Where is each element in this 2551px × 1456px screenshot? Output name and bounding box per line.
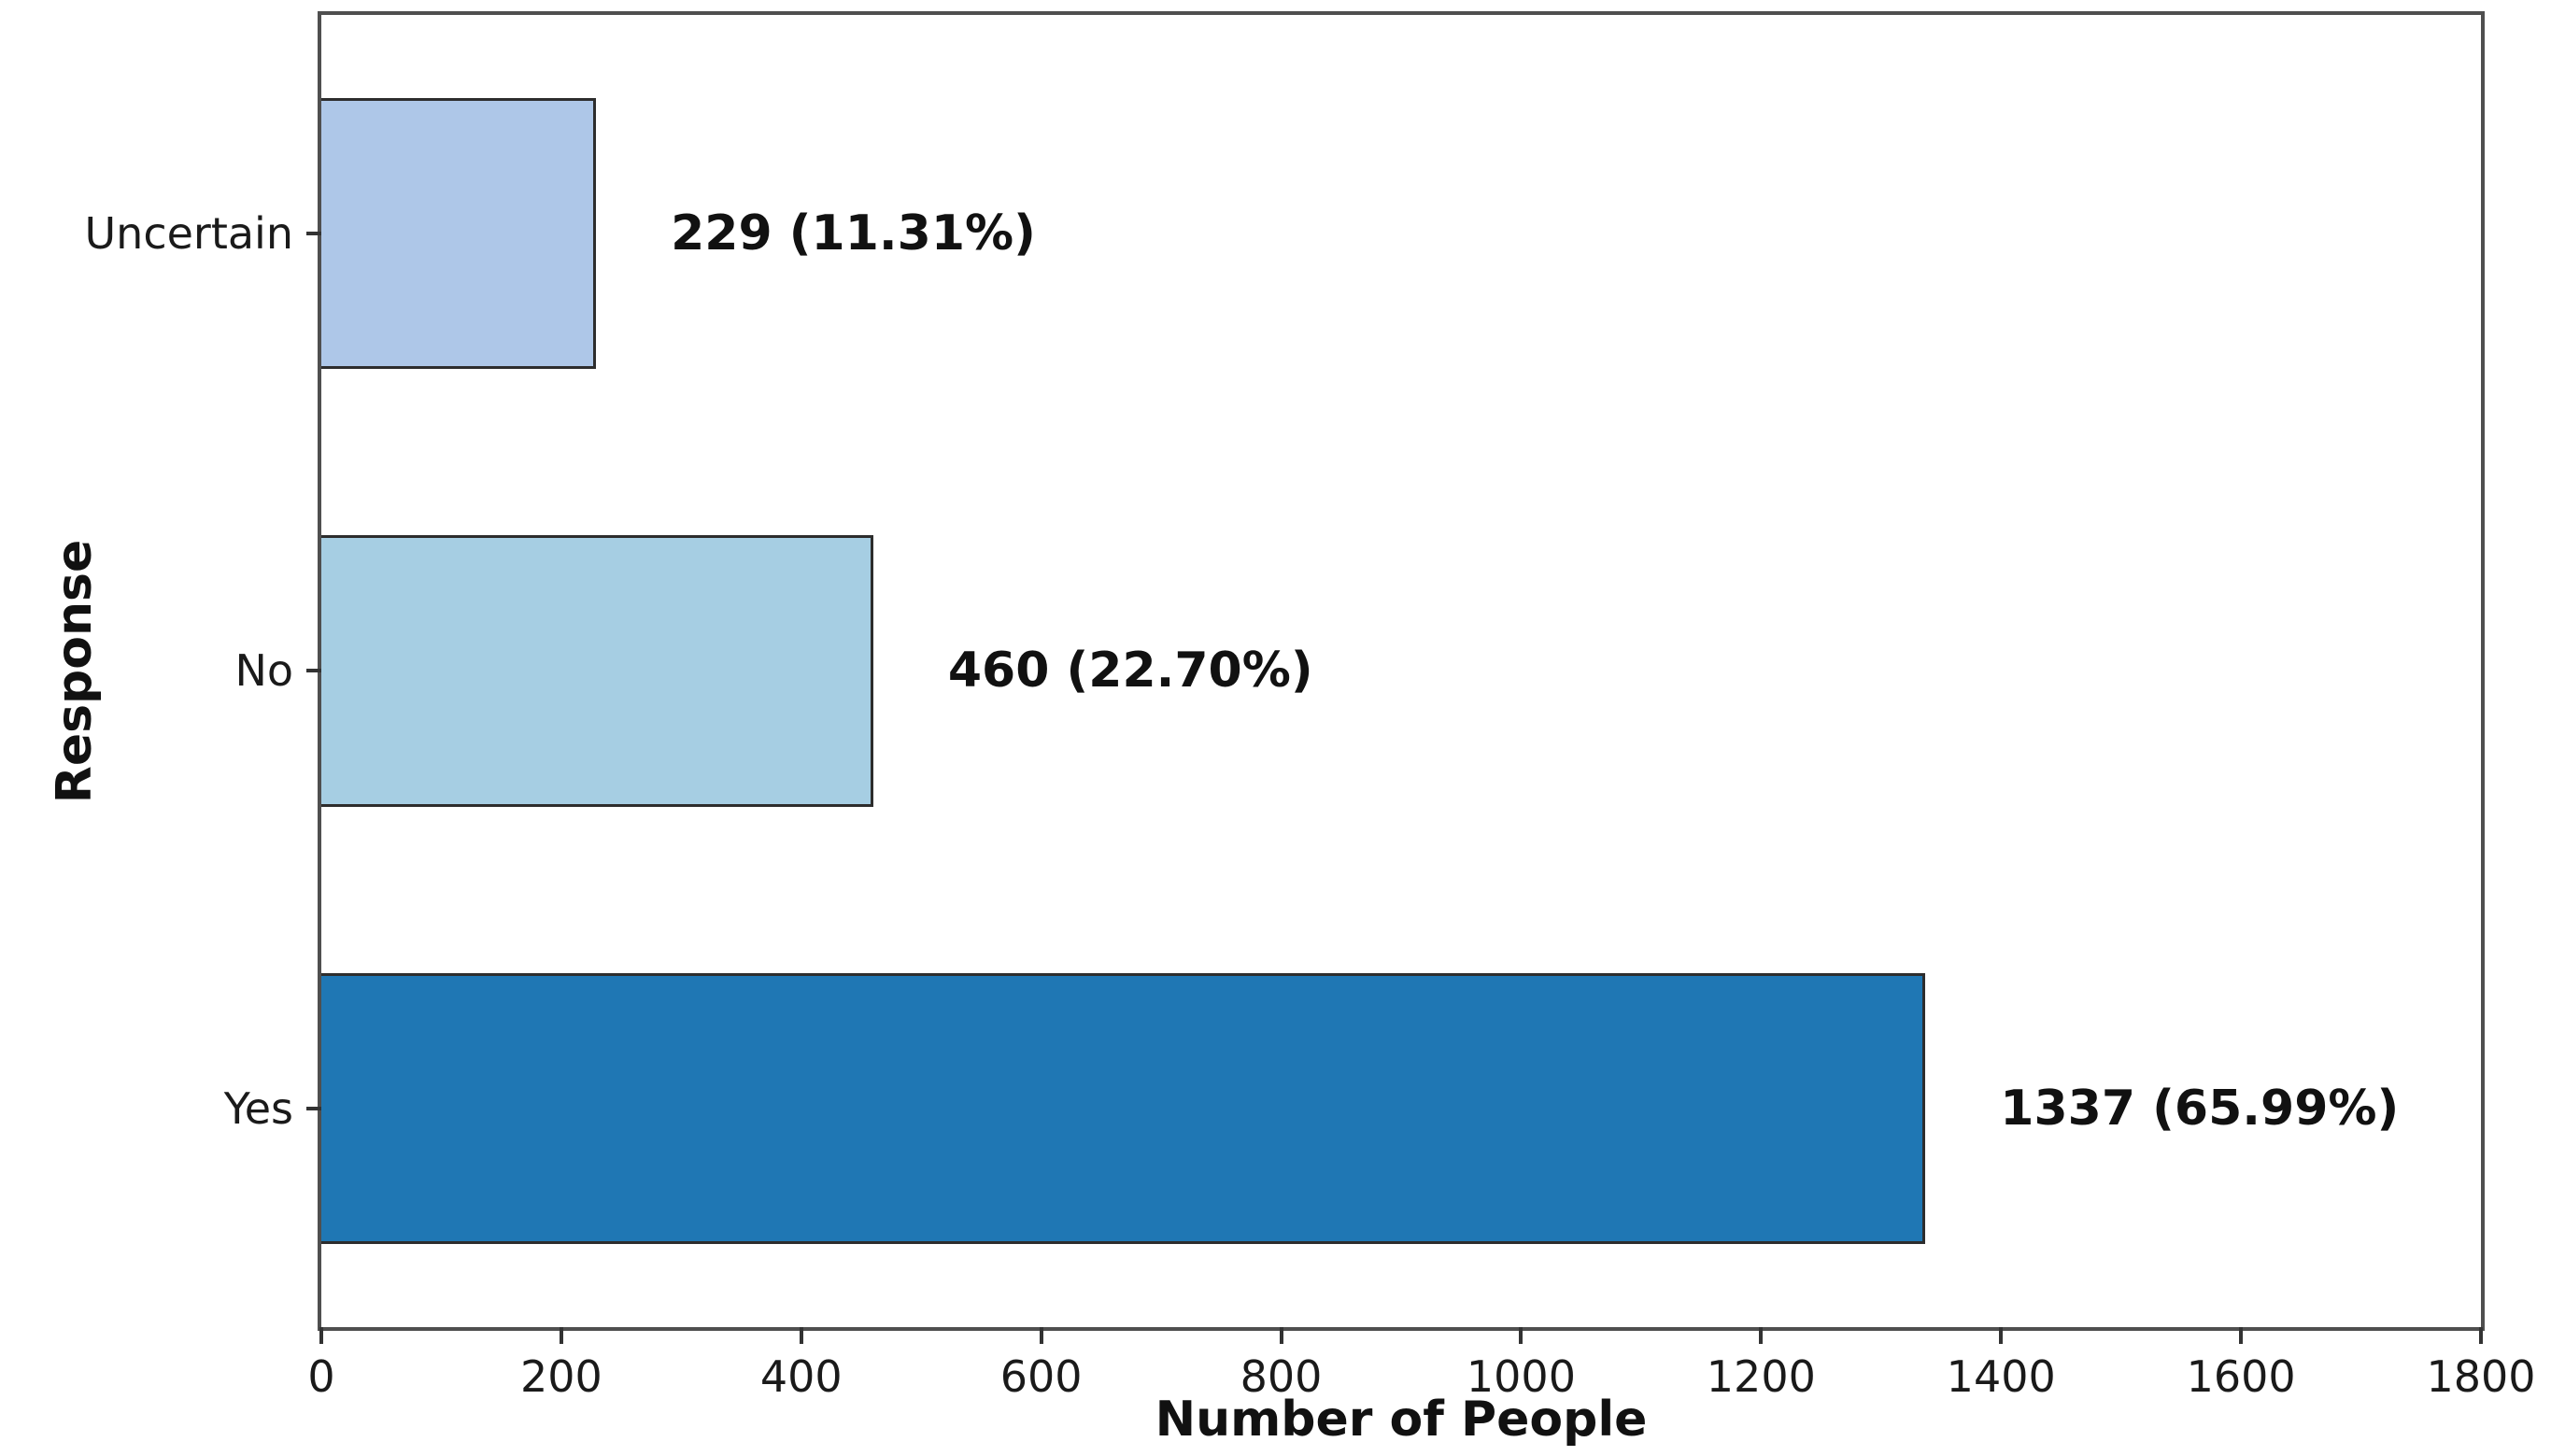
x-tick-label-1200: 1200 bbox=[1706, 1351, 1816, 1402]
value-label-uncertain: 229 (11.31%) bbox=[671, 205, 1036, 262]
x-tick-mark bbox=[1279, 1327, 1283, 1344]
x-tick-label-1800: 1800 bbox=[2426, 1351, 2536, 1402]
bar-yes bbox=[321, 972, 1926, 1244]
x-tick-label-1600: 1600 bbox=[2186, 1351, 2296, 1402]
x-tick-mark bbox=[799, 1327, 803, 1344]
x-tick-mark bbox=[2479, 1327, 2483, 1344]
x-tick-mark bbox=[319, 1327, 323, 1344]
y-tick-mark bbox=[306, 1106, 321, 1110]
category-label-uncertain: Uncertain bbox=[84, 208, 294, 260]
x-tick-label-0: 0 bbox=[307, 1351, 335, 1402]
x-tick-label-1000: 1000 bbox=[1466, 1351, 1576, 1402]
value-label-yes: 1337 (65.99%) bbox=[2000, 1080, 2400, 1137]
x-tick-label-200: 200 bbox=[519, 1351, 602, 1402]
category-label-no: No bbox=[234, 645, 293, 697]
x-tick-label-400: 400 bbox=[759, 1351, 843, 1402]
x-tick-mark bbox=[1519, 1327, 1524, 1344]
x-tick-mark bbox=[1999, 1327, 2004, 1344]
x-tick-mark bbox=[1039, 1327, 1043, 1344]
bar-row-yes: Yes 1337 (65.99%) bbox=[224, 890, 2481, 1327]
x-tick-mark bbox=[559, 1327, 563, 1344]
y-tick-mark bbox=[306, 232, 321, 236]
x-tick-label-1400: 1400 bbox=[1946, 1351, 2056, 1402]
y-tick-mark bbox=[306, 669, 321, 673]
x-tick-label-800: 800 bbox=[1240, 1351, 1323, 1402]
x-tick-label-600: 600 bbox=[999, 1351, 1083, 1402]
value-label-no: 460 (22.70%) bbox=[947, 643, 1313, 700]
bar-uncertain bbox=[321, 97, 597, 370]
x-tick-mark bbox=[2239, 1327, 2244, 1344]
y-axis-title-container: Response bbox=[19, 0, 131, 1342]
bar-no bbox=[321, 535, 873, 807]
bar-row-no: No 460 (22.70%) bbox=[234, 452, 2481, 889]
x-tick-mark bbox=[1759, 1327, 1764, 1344]
bar-row-uncertain: Uncertain 229 (11.31%) bbox=[85, 15, 2481, 452]
x-axis-label: Number of People bbox=[1155, 1392, 1648, 1448]
category-label-yes: Yes bbox=[223, 1082, 293, 1134]
y-axis-label: Response bbox=[47, 539, 104, 803]
plot-area: Uncertain 229 (11.31%) No 460 (22.70%) Yes 13… bbox=[85, 11, 2536, 1402]
